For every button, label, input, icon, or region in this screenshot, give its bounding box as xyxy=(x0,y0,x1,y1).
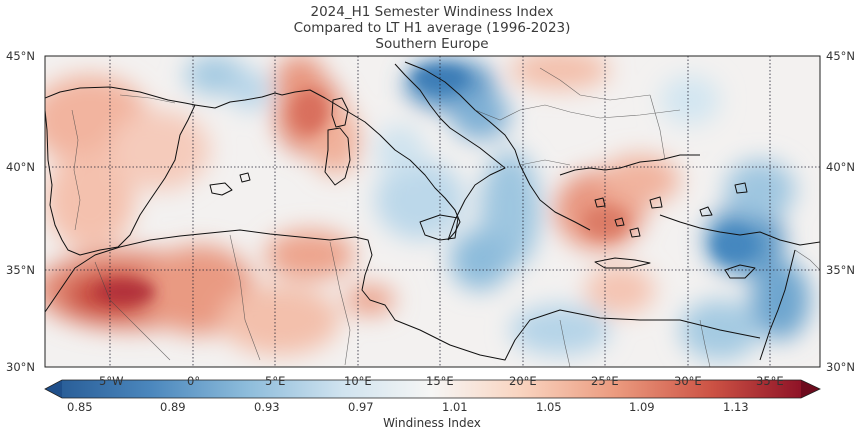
colorbar-tick-6: 1.09 xyxy=(629,400,655,414)
lon-label-35e: 35°E xyxy=(756,374,784,388)
lon-label-0: 0° xyxy=(187,374,201,388)
lon-label-25e: 25°E xyxy=(591,374,619,388)
colorbar-tick-0: 0.85 xyxy=(67,400,93,414)
lat-label-right-45: 45°N xyxy=(826,49,855,63)
lat-label-left-30: 30°N xyxy=(6,360,35,374)
lat-label-right-30: 30°N xyxy=(826,360,855,374)
lat-label-right-40: 40°N xyxy=(826,160,855,174)
lon-label-5w: 5°W xyxy=(99,374,124,388)
lon-label-10e: 10°E xyxy=(344,374,372,388)
lat-label-left-35: 35°N xyxy=(6,263,35,277)
country-borders xyxy=(71,67,820,367)
colorbar-label: Windiness Index xyxy=(383,416,481,430)
coastlines xyxy=(45,61,820,361)
colorbar xyxy=(44,379,821,399)
lon-label-30e: 30°E xyxy=(674,374,702,388)
colorbar-tick-7: 1.13 xyxy=(723,400,749,414)
colorbar-tick-1: 0.89 xyxy=(160,400,186,414)
title-line-2: Compared to LT H1 average (1996-2023) xyxy=(293,20,571,36)
lon-label-5e: 5°E xyxy=(265,374,286,388)
colorbar-tick-5: 1.05 xyxy=(536,400,562,414)
lon-label-20e: 20°E xyxy=(509,374,537,388)
title-line-3: Southern Europe xyxy=(375,36,489,52)
map-frame xyxy=(44,55,821,368)
colorbar-tick-3: 0.97 xyxy=(348,400,374,414)
graticule xyxy=(45,56,820,367)
lon-label-15e: 15°E xyxy=(426,374,454,388)
colorbar-tick-4: 1.01 xyxy=(442,400,468,414)
colorbar-tick-2: 0.93 xyxy=(254,400,280,414)
lat-label-right-35: 35°N xyxy=(826,263,855,277)
lat-label-left-40: 40°N xyxy=(6,160,35,174)
title-line-1: 2024_H1 Semester Windiness Index xyxy=(310,4,554,20)
lat-label-left-45: 45°N xyxy=(6,49,35,63)
